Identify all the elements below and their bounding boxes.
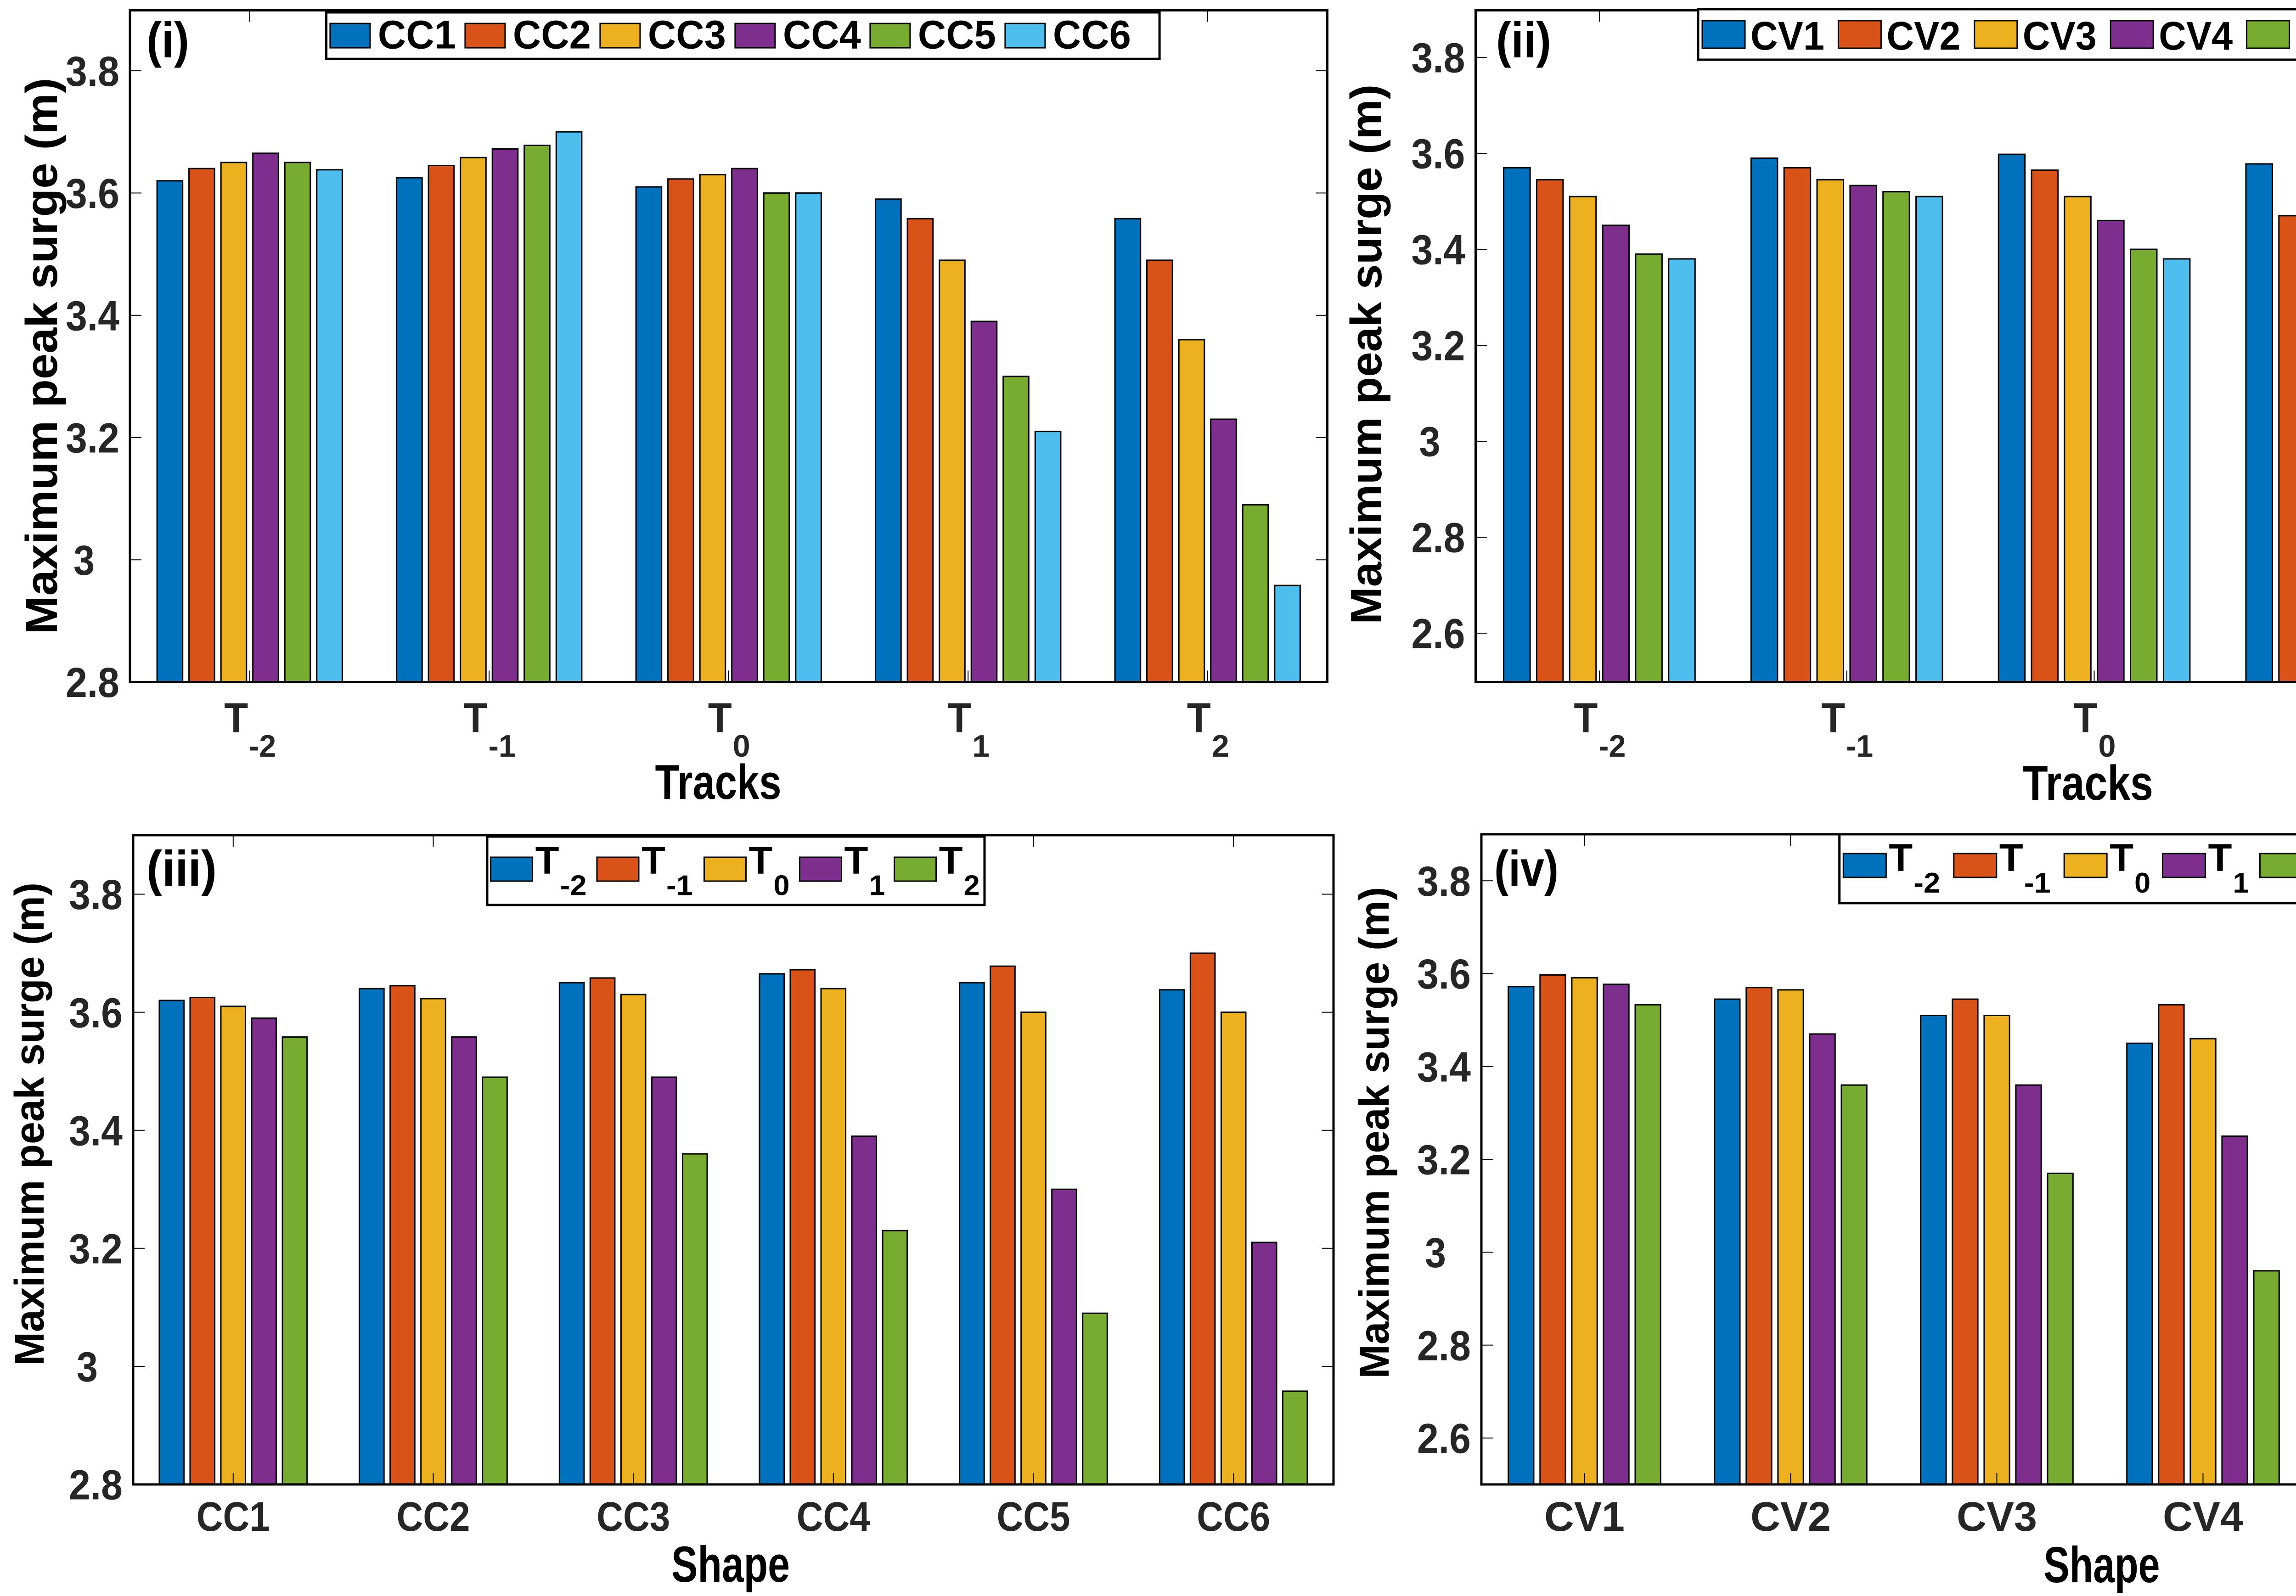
svg-text:3: 3 (77, 1344, 98, 1391)
svg-text:1: 1 (2233, 867, 2249, 899)
svg-text:Shape: Shape (671, 1536, 790, 1593)
svg-text:CC5: CC5 (997, 1494, 1070, 1540)
svg-text:3.6: 3.6 (1412, 131, 1465, 178)
svg-text:3.2: 3.2 (1412, 323, 1465, 370)
svg-text:T: T (1889, 836, 1913, 879)
svg-text:CV1: CV1 (1544, 1494, 1625, 1540)
svg-text:Maximum peak surge (m): Maximum peak surge (m) (7, 882, 53, 1366)
svg-text:2: 2 (964, 870, 980, 902)
svg-text:CC4: CC4 (783, 13, 861, 57)
svg-text:-1: -1 (2024, 867, 2051, 899)
svg-text:3.4: 3.4 (1412, 227, 1465, 274)
svg-text:CC1: CC1 (197, 1494, 270, 1540)
svg-text:3: 3 (1425, 1230, 1446, 1276)
svg-text:CV4: CV4 (2159, 14, 2233, 58)
svg-text:CC3: CC3 (648, 13, 726, 57)
svg-text:3.4: 3.4 (69, 1107, 123, 1154)
svg-text:T: T (642, 839, 665, 882)
svg-text:2: 2 (1212, 729, 1229, 764)
svg-text:CC2: CC2 (397, 1494, 470, 1540)
svg-text:(i): (i) (146, 12, 189, 68)
svg-text:3.8: 3.8 (1412, 35, 1465, 82)
svg-text:T: T (464, 695, 488, 742)
svg-text:T: T (1574, 695, 1598, 742)
svg-text:0: 0 (2099, 729, 2116, 764)
svg-text:T: T (224, 695, 248, 742)
svg-text:2.8: 2.8 (69, 1462, 123, 1509)
svg-text:T: T (749, 839, 773, 882)
svg-text:2.6: 2.6 (1417, 1416, 1471, 1462)
svg-text:CV2: CV2 (1750, 1494, 1831, 1540)
svg-text:T: T (2074, 695, 2098, 742)
svg-text:0: 0 (774, 870, 790, 902)
svg-text:2.8: 2.8 (66, 659, 119, 706)
svg-text:3: 3 (1419, 419, 1441, 466)
svg-text:2.8: 2.8 (1417, 1322, 1471, 1369)
svg-text:3.4: 3.4 (1417, 1044, 1471, 1090)
svg-text:T: T (1821, 695, 1845, 742)
svg-text:1: 1 (869, 870, 885, 902)
svg-text:T: T (844, 839, 868, 882)
svg-text:-2: -2 (1598, 729, 1626, 764)
svg-text:-1: -1 (666, 870, 693, 902)
svg-text:CC2: CC2 (513, 13, 591, 57)
svg-text:T: T (708, 695, 732, 742)
svg-text:-2: -2 (249, 729, 276, 764)
svg-text:-2: -2 (1913, 867, 1940, 899)
svg-text:3.6: 3.6 (1417, 951, 1471, 998)
svg-text:1: 1 (972, 729, 990, 764)
svg-text:Maximum peak surge (m): Maximum peak surge (m) (1351, 887, 1398, 1379)
svg-text:CV3: CV3 (1957, 1494, 2037, 1540)
svg-text:3.8: 3.8 (69, 871, 123, 918)
svg-text:Tracks: Tracks (2023, 755, 2153, 810)
svg-text:CV3: CV3 (2023, 14, 2097, 58)
svg-text:CV1: CV1 (1750, 14, 1824, 58)
svg-text:3.6: 3.6 (69, 989, 123, 1036)
svg-text:CC1: CC1 (378, 13, 456, 57)
svg-text:CC5: CC5 (918, 13, 996, 57)
svg-text:(iii): (iii) (146, 841, 217, 897)
svg-text:(ii): (ii) (1496, 12, 1551, 68)
svg-text:2.6: 2.6 (1412, 611, 1465, 658)
svg-text:T: T (2110, 836, 2133, 879)
svg-text:3.2: 3.2 (66, 415, 119, 462)
svg-text:CV5: CV5 (2295, 14, 2296, 58)
svg-text:T: T (1187, 695, 1211, 742)
svg-text:-2: -2 (560, 870, 587, 902)
svg-text:Maximum peak surge (m): Maximum peak surge (m) (17, 78, 67, 635)
svg-text:-1: -1 (489, 729, 516, 764)
svg-text:Maximum peak surge (m): Maximum peak surge (m) (1342, 84, 1391, 624)
svg-text:CC3: CC3 (597, 1494, 670, 1540)
svg-text:Shape: Shape (2044, 1537, 2160, 1593)
svg-text:CV2: CV2 (1886, 14, 1960, 58)
svg-text:3.2: 3.2 (69, 1226, 123, 1273)
svg-text:-1: -1 (1846, 729, 1873, 764)
svg-text:0: 0 (2134, 867, 2150, 899)
svg-text:3.4: 3.4 (66, 292, 119, 339)
svg-text:Tracks: Tracks (655, 754, 782, 809)
svg-text:T: T (947, 695, 971, 742)
svg-text:T: T (2208, 836, 2232, 879)
svg-text:CV4: CV4 (2163, 1494, 2243, 1540)
svg-text:0: 0 (733, 729, 750, 764)
svg-text:3.8: 3.8 (1417, 858, 1471, 905)
svg-text:3.6: 3.6 (66, 170, 119, 217)
svg-text:CC6: CC6 (1197, 1494, 1270, 1540)
svg-text:T: T (1999, 836, 2023, 879)
svg-text:3.2: 3.2 (1417, 1137, 1471, 1184)
svg-text:T: T (535, 839, 559, 882)
svg-text:T: T (939, 839, 963, 882)
svg-text:CC6: CC6 (1053, 13, 1131, 57)
svg-text:3.8: 3.8 (66, 48, 119, 95)
svg-text:CC4: CC4 (797, 1494, 870, 1540)
svg-text:2.8: 2.8 (1412, 515, 1465, 562)
svg-text:3: 3 (73, 537, 95, 584)
svg-text:(iv): (iv) (1494, 841, 1559, 897)
